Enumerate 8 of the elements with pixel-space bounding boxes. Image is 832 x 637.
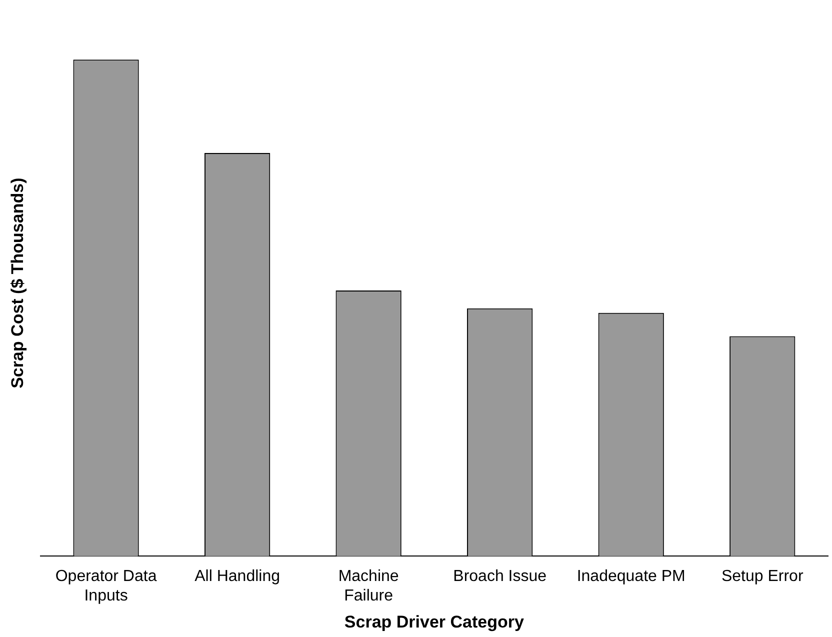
x-axis-title: Scrap Driver Category	[344, 612, 524, 632]
x-tick-label: Setup Error	[721, 568, 804, 586]
x-tick-label: Machine Failure	[338, 568, 399, 604]
x-tick-label: Inadequate PM	[576, 568, 686, 586]
x-tick-label: Broach Issue	[453, 568, 547, 586]
y-axis-title: Scrap Cost ($ Thousands)	[8, 178, 27, 388]
x-tick-label: All Handling	[194, 568, 280, 586]
x-tick-label: Operator Data Inputs	[55, 568, 157, 604]
